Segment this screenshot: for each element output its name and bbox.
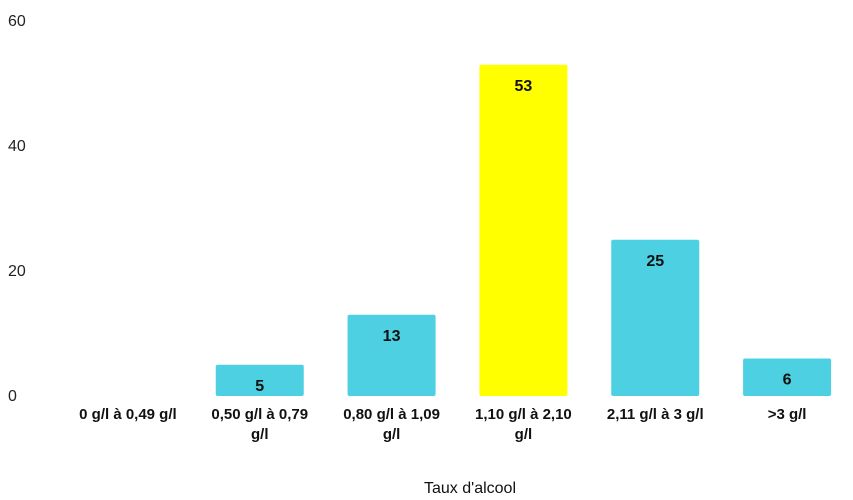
y-tick-label: 0: [8, 388, 17, 405]
y-axis: 0 20 40 60: [8, 13, 26, 405]
bar: [743, 358, 832, 396]
x-tick-label: >3 g/l: [768, 406, 807, 423]
x-tick-label: 2,11 g/l à 3 g/l: [607, 406, 704, 423]
data-label: 25: [646, 253, 664, 270]
x-axis: 0 g/l à 0,49 g/l 0,50 g/l à 0,79 g/l 0,80 g…: [79, 406, 806, 443]
bar: [215, 364, 304, 396]
bar: [611, 239, 700, 396]
x-tick-label: 0 g/l à 0,49 g/l: [79, 406, 177, 423]
x-tick-label: 0,50 g/l à 0,79 g/l: [211, 406, 308, 443]
y-tick-label: 40: [8, 138, 26, 155]
bars: [215, 64, 832, 396]
data-labels: 5 13 53 25 6: [255, 78, 791, 395]
data-label: 13: [383, 328, 401, 345]
data-label: 6: [783, 372, 792, 389]
x-tick-label: 0,80 g/l à 1,09 g/l: [343, 406, 440, 443]
data-label: 5: [255, 378, 264, 395]
x-axis-title: Taux d'alcool: [424, 480, 516, 497]
data-label: 53: [515, 78, 533, 95]
y-tick-label: 20: [8, 263, 26, 280]
bar: [347, 314, 436, 396]
bar: [479, 64, 568, 396]
y-tick-label: 60: [8, 13, 26, 30]
x-tick-label: 1,10 g/l à 2,10 g/l: [475, 406, 572, 443]
